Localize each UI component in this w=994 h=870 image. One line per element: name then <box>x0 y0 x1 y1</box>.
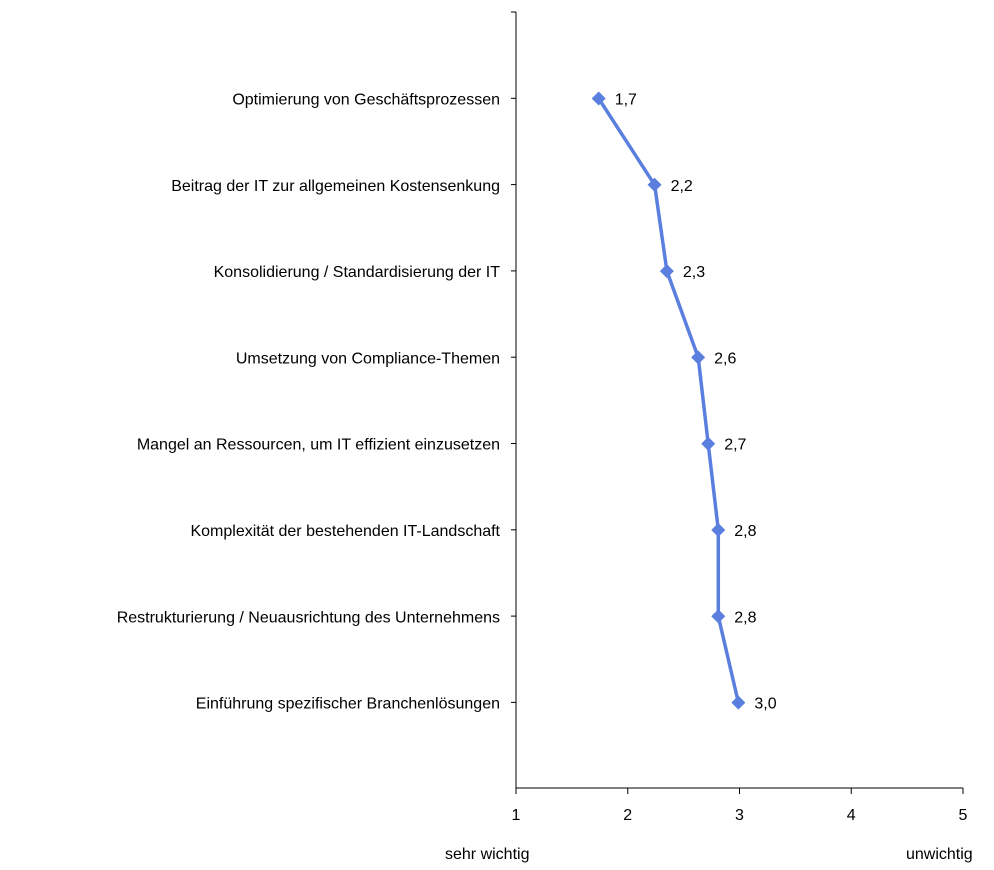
data-point-marker <box>591 91 606 106</box>
category-label: Beitrag der IT zur allgemeinen Kostensen… <box>171 178 500 195</box>
category-label: Mangel an Ressourcen, um IT effizient ei… <box>137 437 500 454</box>
category-label: Einführung spezifischer Branchenlösungen <box>196 696 500 713</box>
data-label: 3,0 <box>754 696 776 713</box>
data-label: 2,2 <box>671 178 693 195</box>
data-point-marker <box>647 177 662 192</box>
category-label: Konsolidierung / Standardisierung der IT <box>214 264 501 281</box>
series <box>591 91 746 710</box>
data-label: 2,8 <box>734 609 756 626</box>
category-label: Optimierung von Geschäftsprozessen <box>232 92 500 109</box>
data-labels: 1,7 2,2 2,3 2,6 2,7 2,8 2,8 3,0 <box>615 92 777 713</box>
data-point-marker <box>691 350 706 365</box>
x-tick-label: 1 <box>512 807 521 824</box>
data-label: 2,6 <box>714 350 736 367</box>
x-tick-label: 5 <box>959 807 968 824</box>
data-point-marker <box>659 264 674 279</box>
x-axis-right-label: unwichtig <box>906 846 973 863</box>
data-label: 2,8 <box>734 523 756 540</box>
x-axis-left-label: sehr wichtig <box>445 846 530 863</box>
x-tick-label: 2 <box>623 807 632 824</box>
data-label: 2,3 <box>683 264 705 281</box>
series-line <box>597 97 741 703</box>
category-label: Komplexität der bestehenden IT-Landschaf… <box>190 523 500 540</box>
data-label: 2,7 <box>724 437 746 454</box>
data-point-marker <box>711 609 726 624</box>
x-tick-label: 3 <box>735 807 744 824</box>
category-labels: Optimierung von Geschäftsprozessen Beitra… <box>117 92 501 713</box>
data-label: 1,7 <box>615 92 637 109</box>
data-point-marker <box>731 695 746 710</box>
axes <box>511 11 964 794</box>
data-point-marker <box>711 523 726 537</box>
category-label: Umsetzung von Compliance-Themen <box>236 350 500 367</box>
category-label: Restrukturierung / Neuausrichtung des Un… <box>117 609 500 626</box>
data-point-marker <box>701 436 716 451</box>
x-tick-label: 4 <box>847 807 856 824</box>
x-tick-labels: 1 2 3 4 5 <box>512 807 968 824</box>
